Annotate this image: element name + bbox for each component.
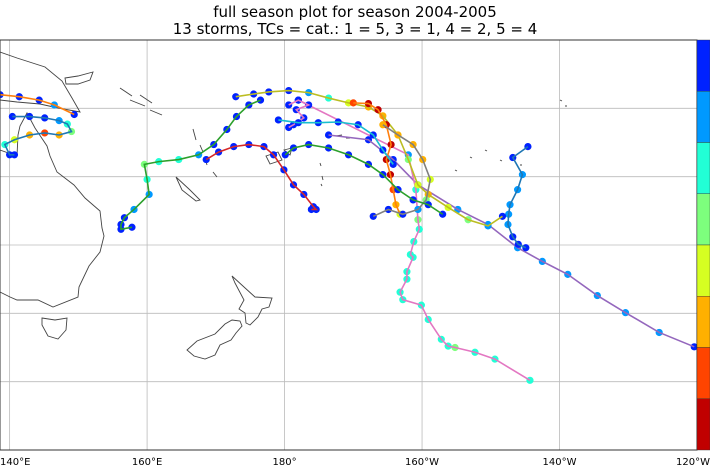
track-point xyxy=(256,96,265,104)
lon-tick-label: 160°E xyxy=(132,457,162,468)
coastlines xyxy=(0,51,567,360)
lon-tick-label: 180° xyxy=(273,457,297,468)
track-line xyxy=(372,124,432,218)
storm-track xyxy=(202,140,320,214)
colorbar-segment xyxy=(696,193,710,246)
storm-track xyxy=(1,112,76,159)
lon-tick-label: 160°W xyxy=(405,457,439,468)
colorbar-segment xyxy=(696,142,710,194)
coastline-tasmania xyxy=(41,317,68,340)
lon-tick-label: 140°W xyxy=(543,457,577,468)
track-line xyxy=(507,145,529,249)
track-line xyxy=(205,143,319,211)
lon-tick-label: 120°W xyxy=(676,457,710,468)
colorbar-segment xyxy=(696,244,710,297)
storm-track xyxy=(281,140,447,218)
colorbar xyxy=(696,39,710,451)
coastline-new-guinea xyxy=(0,51,81,113)
plot-title-line1: full season plot for season 2004-2005 xyxy=(213,3,497,21)
track-line xyxy=(288,99,311,129)
track-line xyxy=(120,99,261,231)
track-line xyxy=(353,102,401,215)
storm-track xyxy=(504,143,532,252)
coastline-nz-south xyxy=(186,319,243,360)
storm-track xyxy=(294,96,534,384)
coastline-new-caledonia xyxy=(175,176,201,202)
track-line xyxy=(297,99,531,381)
colorbar-segment xyxy=(696,296,710,348)
storm-track xyxy=(369,121,434,220)
storm-track xyxy=(285,96,313,132)
coastline-tonga xyxy=(319,162,324,187)
coastline-new-britain xyxy=(64,71,94,85)
coastline-nz-north xyxy=(231,275,273,326)
coastline-vanuatu xyxy=(192,128,218,178)
track-line xyxy=(0,93,75,116)
coastline-solomons xyxy=(119,87,163,116)
storm-track xyxy=(324,131,698,351)
gridlines xyxy=(0,40,698,450)
track-line xyxy=(235,89,503,227)
lon-tick-label: 140°E xyxy=(0,457,30,468)
storm-track xyxy=(0,91,78,119)
track-line xyxy=(3,115,73,156)
storm-track xyxy=(274,116,397,168)
lon-tick-labels: 140°E 160°E 180° 160°W 140°W 120°W xyxy=(0,457,710,468)
colorbar-segment xyxy=(696,91,710,143)
track-line xyxy=(284,143,444,215)
colorbar-segment xyxy=(696,398,710,451)
colorbar-segment xyxy=(696,347,710,399)
storm-tracks xyxy=(0,86,698,384)
coastline-polynesia xyxy=(454,99,567,172)
colorbar-segment xyxy=(696,39,710,92)
storm-track xyxy=(232,86,507,230)
track-line xyxy=(328,134,695,348)
plot-title-line2: 13 storms, TCs = cat.: 1 = 5, 3 = 1, 4 =… xyxy=(172,20,538,38)
track-line xyxy=(278,119,394,165)
storm-track xyxy=(117,96,265,233)
